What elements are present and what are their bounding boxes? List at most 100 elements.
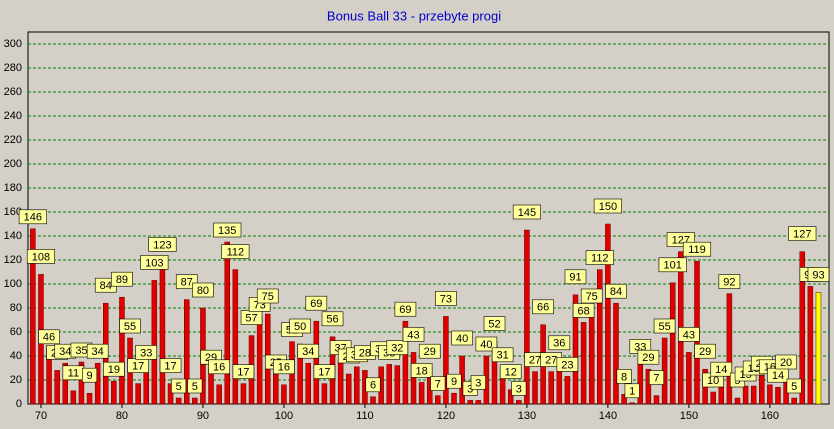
value-label: 29 — [699, 346, 711, 358]
y-tick-label: 180 — [4, 182, 22, 194]
value-label-box — [365, 377, 381, 393]
x-tick-label: 100 — [275, 410, 293, 422]
value-label: 17 — [132, 361, 144, 373]
value-label: 87 — [181, 277, 193, 289]
value-label: 84 — [610, 286, 622, 298]
value-label-box — [491, 347, 514, 363]
bar — [742, 385, 749, 405]
x-tick-label: 150 — [680, 410, 698, 422]
bar — [516, 400, 522, 405]
bar — [119, 296, 125, 405]
value-label: 73 — [440, 293, 452, 305]
y-tick-label: 80 — [10, 302, 22, 314]
value-label-box — [418, 343, 441, 359]
value-label-box — [593, 198, 622, 214]
value-label: 19 — [108, 364, 120, 376]
value-label-box — [786, 378, 802, 394]
value-label-box — [232, 364, 255, 379]
bar — [386, 364, 392, 405]
bar — [629, 402, 635, 405]
bar — [507, 389, 514, 405]
bar — [580, 322, 587, 405]
value-label-box — [289, 318, 311, 334]
value-label: 89 — [116, 274, 128, 286]
y-tick-label: 220 — [4, 134, 22, 146]
value-label-box — [410, 363, 433, 378]
value-label-box — [86, 343, 109, 359]
bar — [402, 320, 409, 405]
value-label-box — [140, 255, 169, 270]
bar — [524, 229, 530, 405]
value-label-box — [605, 283, 627, 299]
bar — [726, 293, 733, 405]
value-label: 1 — [629, 386, 635, 398]
x-tick-label: 80 — [116, 410, 128, 422]
bar — [175, 397, 182, 405]
bar — [167, 383, 174, 405]
value-label-box — [512, 204, 541, 220]
bar — [548, 371, 554, 405]
value-label: 14 — [772, 370, 784, 382]
bar — [435, 395, 441, 405]
value-label-box — [273, 359, 295, 375]
value-label: 17 — [318, 367, 330, 379]
bar — [686, 352, 692, 405]
value-label: 92 — [723, 277, 735, 289]
bar — [718, 386, 725, 405]
value-label-box — [171, 378, 187, 394]
value-label-box — [18, 209, 47, 225]
bar — [370, 396, 376, 405]
bar — [734, 397, 741, 405]
value-label-box — [556, 357, 579, 372]
value-label: 6 — [370, 380, 376, 392]
value-label: 43 — [407, 329, 419, 341]
y-tick-label: 200 — [4, 158, 22, 170]
value-label-box — [435, 291, 457, 306]
bar — [669, 282, 676, 405]
value-label: 55 — [658, 321, 670, 333]
value-label: 108 — [32, 251, 50, 263]
value-label: 5 — [176, 381, 182, 393]
value-label: 31 — [496, 350, 508, 362]
y-tick-label: 280 — [4, 62, 22, 74]
y-tick-label: 40 — [10, 350, 22, 362]
bar — [240, 383, 247, 405]
value-label-box — [694, 343, 716, 359]
value-label: 69 — [310, 298, 322, 310]
value-label-box — [111, 271, 133, 287]
chart-title: Bonus Ball 33 - przebyte progi — [327, 8, 501, 23]
value-label: 34 — [92, 346, 104, 358]
bar — [791, 397, 797, 405]
bar — [807, 286, 814, 405]
value-label: 101 — [664, 260, 682, 272]
value-label: 91 — [569, 272, 581, 284]
value-label: 20 — [780, 357, 792, 369]
value-label-box — [305, 295, 328, 311]
value-label-box — [192, 282, 214, 298]
bar — [443, 316, 449, 405]
value-label: 16 — [278, 362, 290, 374]
bar — [321, 383, 328, 405]
bar — [467, 400, 473, 405]
value-label-box — [159, 358, 182, 373]
value-label-box — [499, 364, 522, 379]
bar — [337, 359, 344, 405]
value-label: 32 — [391, 343, 403, 355]
value-label-box — [564, 269, 587, 285]
value-label-box — [386, 340, 409, 355]
value-label: 27 — [529, 355, 541, 367]
y-tick-label: 160 — [4, 206, 22, 218]
x-tick-label: 140 — [599, 410, 617, 422]
y-tick-label: 140 — [4, 230, 22, 242]
value-label-box — [103, 361, 125, 377]
value-label: 80 — [197, 285, 209, 297]
bar — [532, 371, 538, 405]
value-label-box — [446, 373, 462, 389]
bar — [54, 370, 60, 405]
value-label: 29 — [642, 352, 654, 364]
bar — [224, 241, 230, 405]
y-tick-label: 260 — [4, 86, 22, 98]
bar — [192, 397, 198, 405]
value-label: 5 — [192, 381, 198, 393]
y-tick-label: 300 — [4, 38, 22, 50]
